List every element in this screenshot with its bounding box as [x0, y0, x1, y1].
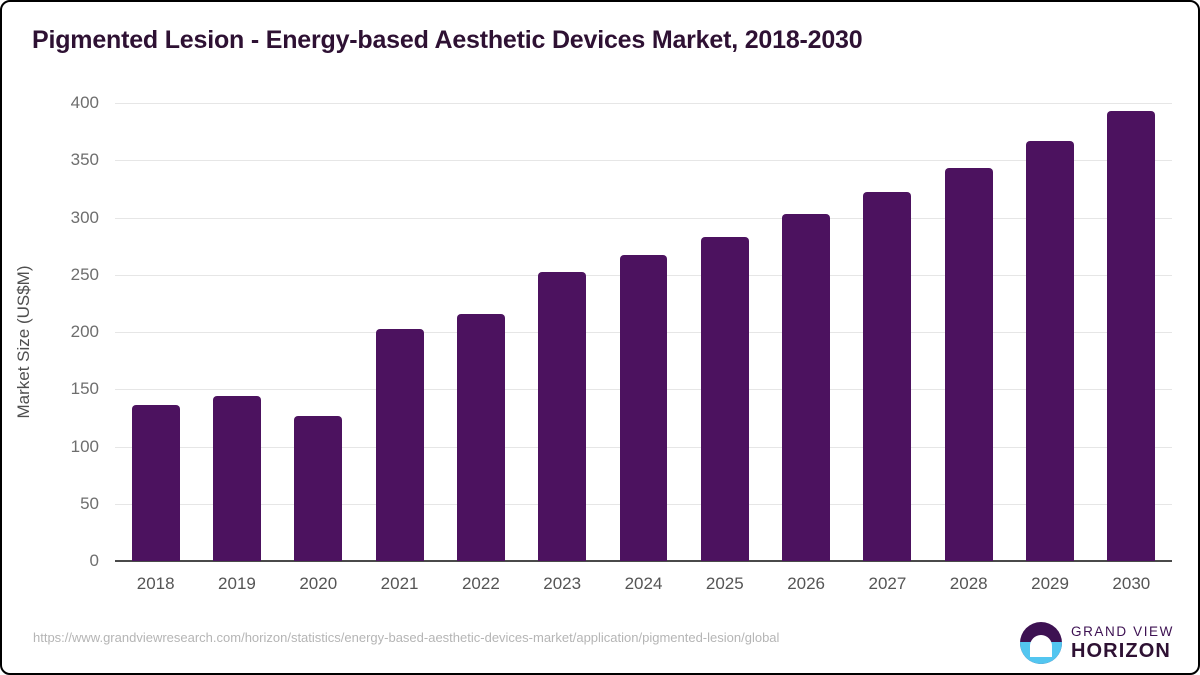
y-axis-tick-label: 50: [80, 493, 99, 513]
bar-2022[interactable]: [456, 103, 505, 561]
chart-plot-wrapper: 0 50 100 150 200 250 300 350 400 Market Size (US…: [2, 2, 1198, 612]
bar-rect[interactable]: [619, 255, 668, 561]
bar-rect[interactable]: [1107, 111, 1156, 561]
x-axis-tick-label: 2018: [136, 574, 175, 593]
x-axis-line: [115, 560, 1172, 562]
gridline: [115, 160, 1172, 162]
bar-rect[interactable]: [294, 415, 343, 561]
bar-rect[interactable]: [456, 313, 505, 561]
bar-2029[interactable]: [1026, 103, 1075, 561]
y-axis-tick-label: 150: [70, 379, 99, 399]
gridline: [115, 217, 1172, 219]
bar-rect[interactable]: [212, 396, 261, 561]
bar-rect[interactable]: [863, 192, 912, 561]
bar-2027[interactable]: [863, 103, 912, 561]
y-axis-tick-label: 350: [70, 150, 99, 170]
bar-2018[interactable]: [131, 103, 180, 561]
page-title: Pigmented Lesion - Energy-based Aestheti…: [32, 26, 863, 54]
bar-2019[interactable]: [212, 103, 261, 561]
bar-rect[interactable]: [700, 236, 749, 561]
bar-rect[interactable]: [782, 214, 831, 561]
x-axis-tick-label: 2020: [299, 574, 338, 593]
bar-2020[interactable]: [294, 103, 343, 561]
x-axis-tick-label: 2022: [461, 574, 500, 593]
x-axis-tick-label: 2024: [624, 574, 663, 593]
x-axis-tick-label: 2029: [1031, 574, 1069, 593]
bar-2025[interactable]: [700, 103, 749, 561]
bar-rect[interactable]: [1026, 140, 1075, 561]
source-url[interactable]: https://www.grandviewresearch.com/horizo…: [33, 630, 780, 645]
x-axis-tick-label: 2021: [380, 574, 419, 593]
y-axis-tick-label: 300: [70, 207, 99, 227]
x-axis-tick-label: 2026: [787, 574, 826, 593]
bar-2028[interactable]: [944, 103, 993, 561]
x-axis-tick-label: 2028: [949, 574, 988, 593]
bar-rect[interactable]: [375, 328, 424, 561]
bar-rect[interactable]: [944, 168, 993, 561]
y-axis-ticks: 0 50 100 150 200 250 300 350 400: [2, 2, 105, 612]
bar-rect[interactable]: [131, 405, 180, 561]
logo-ray-bar-1: [1030, 647, 1051, 651]
logo-text-line1: GRAND VIEW: [1070, 623, 1174, 639]
logo-sun-dome-shape: [1029, 634, 1052, 657]
bar-2024[interactable]: [619, 103, 668, 561]
logo-text-line2: HORIZON: [1070, 640, 1171, 663]
y-axis-tick-label: 400: [70, 93, 99, 112]
y-axis-tick-label: 200: [70, 322, 99, 341]
bar-2026[interactable]: [782, 103, 831, 561]
gridline: [115, 103, 1172, 104]
x-axis-tick-label: 2030: [1112, 574, 1151, 593]
logo-ray-bar-2: [1034, 651, 1048, 655]
y-axis-title: Market Size (US$M): [14, 265, 33, 419]
x-axis-tick-label: 2025: [705, 574, 744, 593]
logo-wordmark: GRAND VIEW HORIZON: [1071, 625, 1174, 662]
grand-view-horizon-logo: GRAND VIEW HORIZON: [1019, 622, 1174, 664]
chart-bars: [115, 103, 1172, 561]
y-axis-tick-label: 0: [89, 551, 99, 570]
x-axis-tick-label: 2019: [218, 574, 256, 593]
y-axis-tick-label: 100: [70, 436, 99, 456]
bar-2021[interactable]: [375, 103, 424, 561]
x-axis-tick-label: 2027: [868, 574, 907, 593]
horizon-sunrise-icon: [1019, 622, 1062, 664]
bar-2030[interactable]: [1107, 103, 1156, 561]
bar-2023[interactable]: [538, 103, 587, 561]
x-axis-tick-label: 2023: [543, 574, 582, 593]
y-axis-tick-label: 250: [70, 264, 99, 284]
bar-rect[interactable]: [538, 272, 587, 561]
